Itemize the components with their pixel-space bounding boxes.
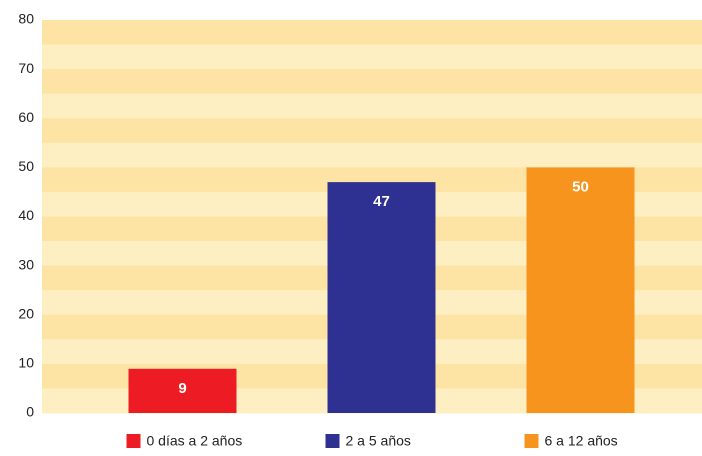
value-label: 9	[178, 380, 186, 397]
background-band	[42, 142, 702, 168]
y-tick-label: 40	[18, 207, 34, 223]
legend-swatch	[126, 434, 141, 448]
y-tick-label: 10	[18, 355, 34, 371]
background-band	[42, 118, 702, 144]
y-tick-label: 30	[18, 256, 34, 272]
y-tick-label: 20	[18, 305, 34, 321]
y-tick-label: 60	[18, 109, 34, 125]
bar	[327, 182, 436, 413]
y-tick-label: 80	[18, 11, 34, 27]
background-band	[42, 93, 702, 119]
legend-label: 6 a 12 años	[545, 433, 618, 449]
bar	[526, 167, 635, 413]
background-band	[42, 44, 702, 70]
y-tick-label: 0	[26, 404, 34, 420]
legend-swatch	[524, 434, 539, 448]
legend-label: 0 días a 2 años	[147, 433, 243, 449]
value-label: 47	[373, 193, 390, 210]
background-band	[42, 69, 702, 95]
bar	[128, 368, 237, 413]
value-label: 50	[572, 178, 589, 195]
legend-label: 2 a 5 años	[346, 433, 411, 449]
legend-swatch	[325, 434, 340, 448]
background-band	[42, 20, 702, 46]
y-tick-label: 70	[18, 60, 34, 76]
y-tick-label: 50	[18, 158, 34, 174]
